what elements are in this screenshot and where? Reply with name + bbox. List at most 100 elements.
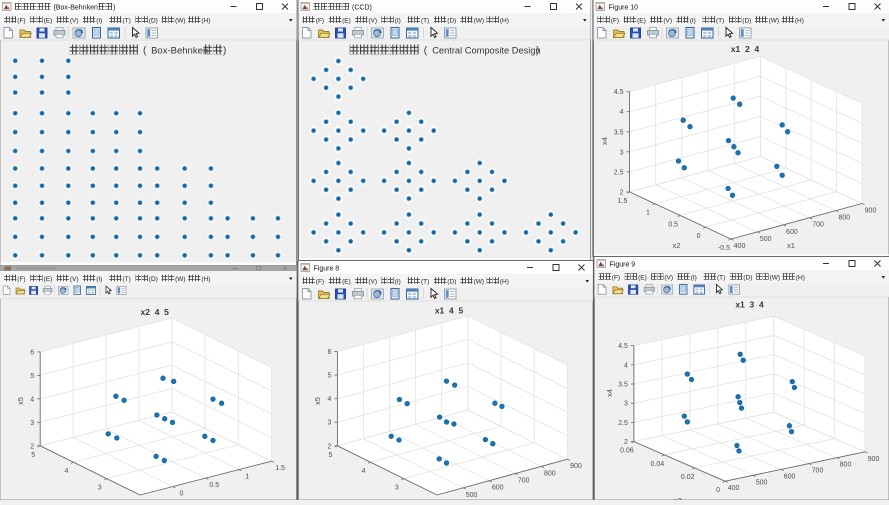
svg-text:(E): (E) (342, 18, 351, 25)
svg-text:2.5: 2.5 (614, 169, 624, 176)
svg-text:(D): (D) (149, 276, 158, 283)
svg-text:0.5: 0.5 (209, 482, 219, 489)
svg-text:2: 2 (624, 439, 628, 446)
svg-text:(V): (V) (664, 275, 673, 282)
svg-text:3: 3 (624, 401, 628, 408)
svg-text:3: 3 (395, 485, 399, 492)
svg-text:(T): (T) (717, 275, 725, 282)
svg-text:(E): (E) (638, 275, 647, 282)
svg-text:): ) (536, 46, 539, 57)
svg-text:(V): (V) (70, 276, 79, 283)
svg-text:4: 4 (624, 362, 628, 369)
svg-text:600: 600 (786, 229, 798, 236)
svg-text:(F): (F) (612, 275, 620, 282)
svg-text:(I): (I) (395, 279, 401, 286)
svg-text:1: 1 (646, 210, 650, 217)
svg-text:(F): (F) (316, 18, 324, 25)
svg-text:(E): (E) (44, 276, 53, 283)
svg-text:-0.5: -0.5 (718, 245, 730, 252)
svg-text:(T): (T) (421, 279, 429, 286)
svg-text:x2: x2 (673, 241, 681, 250)
svg-text:0.06: 0.06 (620, 448, 634, 455)
svg-text:(T): (T) (123, 18, 131, 25)
svg-text:(V): (V) (663, 18, 672, 25)
svg-text:800: 800 (544, 470, 556, 477)
svg-text:(F): (F) (17, 276, 25, 283)
svg-text:(H): (H) (796, 275, 805, 282)
svg-text:2: 2 (620, 189, 624, 196)
svg-text:4.5: 4.5 (614, 89, 624, 96)
svg-text:3.5: 3.5 (614, 129, 624, 136)
svg-text:900: 900 (570, 463, 582, 470)
svg-text:(W): (W) (474, 18, 484, 25)
svg-text:Figure 10: Figure 10 (609, 5, 639, 12)
svg-text:1.5: 1.5 (275, 465, 285, 472)
svg-text:x1 4 5: x1 4 5 (435, 306, 464, 316)
svg-text:(V): (V) (368, 18, 377, 25)
svg-text:(E): (E) (342, 279, 351, 286)
svg-text:x2 4 5: x2 4 5 (141, 307, 170, 317)
svg-text:(D): (D) (743, 275, 752, 282)
svg-text:(I): (I) (691, 275, 697, 282)
svg-text:(F): (F) (316, 279, 324, 286)
svg-text:(D): (D) (447, 18, 456, 25)
svg-text:500: 500 (466, 492, 478, 499)
svg-text:(W): (W) (175, 276, 185, 283)
svg-text:5: 5 (30, 373, 34, 380)
svg-text:(T): (T) (421, 18, 429, 25)
svg-text:(F): (F) (611, 18, 619, 25)
svg-text:(I): (I) (690, 18, 696, 25)
svg-text:0.04: 0.04 (650, 461, 664, 468)
svg-text:(E): (E) (637, 18, 646, 25)
svg-text:): ) (113, 5, 115, 12)
svg-text:5: 5 (31, 452, 35, 459)
svg-text:(I): (I) (395, 18, 401, 25)
svg-text:(H): (H) (795, 18, 804, 25)
svg-text:x1: x1 (787, 241, 795, 250)
svg-text:(W): (W) (474, 279, 484, 286)
svg-text:3: 3 (620, 149, 624, 156)
svg-text:x5: x5 (16, 397, 25, 405)
svg-text:(V): (V) (70, 18, 79, 25)
svg-text:0: 0 (179, 491, 183, 498)
svg-text:(E): (E) (44, 18, 53, 25)
svg-text:(D): (D) (149, 18, 158, 25)
svg-text:400: 400 (734, 243, 746, 250)
svg-text:2: 2 (30, 443, 34, 450)
svg-text:0.02: 0.02 (681, 474, 695, 481)
svg-text:400: 400 (728, 485, 740, 492)
svg-text:800: 800 (840, 462, 852, 469)
svg-text:(H): (H) (201, 276, 210, 283)
svg-text:(I): (I) (96, 18, 102, 25)
svg-text:2.5: 2.5 (618, 420, 628, 427)
svg-text:x1 2 4: x1 2 4 (731, 44, 760, 54)
svg-text:(T): (T) (716, 18, 724, 25)
svg-text:Figure 9: Figure 9 (610, 262, 636, 269)
svg-text:(H): (H) (500, 18, 509, 25)
svg-text:(I): (I) (96, 276, 102, 283)
svg-text:(D): (D) (742, 18, 751, 25)
svg-text:x4: x4 (600, 137, 609, 145)
svg-text:(D): (D) (447, 279, 456, 286)
svg-text:(CCD): (CCD) (352, 5, 372, 12)
svg-text:1: 1 (245, 474, 249, 481)
svg-text:(Box-Behnken: (Box-Behnken (54, 5, 98, 12)
svg-text:600: 600 (784, 473, 796, 480)
svg-text:5: 5 (327, 373, 331, 380)
svg-text:700: 700 (812, 222, 824, 229)
svg-text:6: 6 (30, 349, 34, 356)
svg-text:0: 0 (716, 487, 720, 494)
svg-text:900: 900 (868, 456, 880, 463)
svg-text:1.5: 1.5 (618, 198, 628, 205)
svg-text:x3: x3 (674, 496, 682, 500)
svg-text:2: 2 (327, 443, 331, 450)
svg-text:600: 600 (492, 485, 504, 492)
svg-text:(T): (T) (123, 276, 131, 283)
svg-text:(W): (W) (770, 275, 780, 282)
svg-text:4: 4 (620, 109, 624, 116)
svg-text:(H): (H) (500, 279, 509, 286)
svg-text:700: 700 (518, 478, 530, 485)
svg-text:(V): (V) (368, 279, 377, 286)
svg-text:3: 3 (30, 420, 34, 427)
svg-text:500: 500 (760, 236, 772, 243)
